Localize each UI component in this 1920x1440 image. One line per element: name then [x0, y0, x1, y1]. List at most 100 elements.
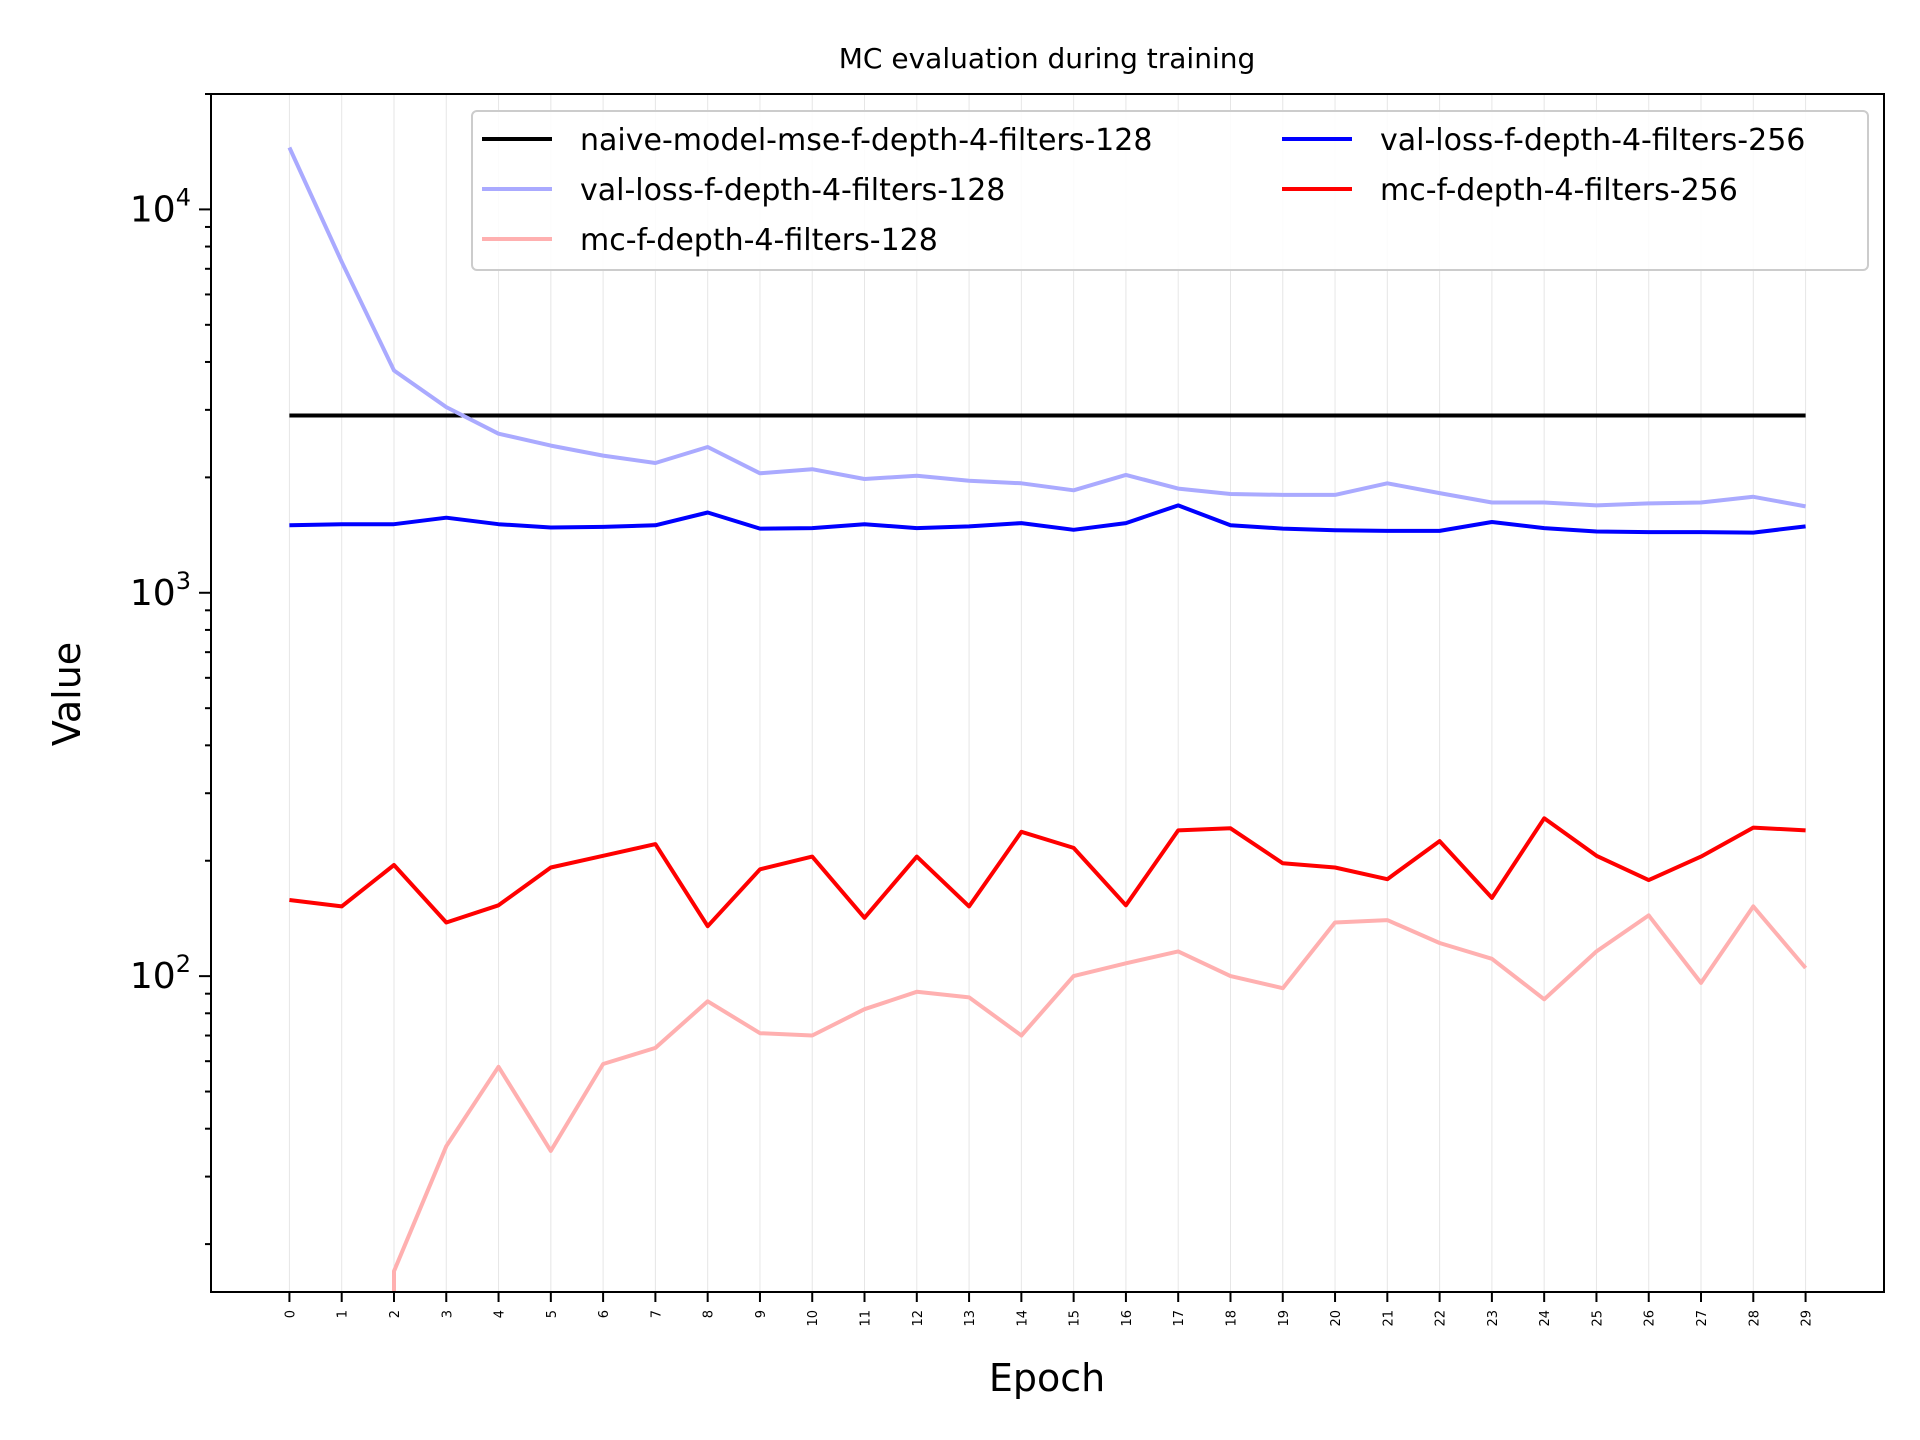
- series-0-point-29: [1804, 414, 1808, 418]
- series-1-point-9: [758, 471, 762, 475]
- series-1-point-3: [444, 405, 448, 409]
- series-2-point-13: [967, 995, 971, 999]
- x-tick-label-27: 27: [1695, 1310, 1710, 1327]
- series-4-point-22: [1438, 839, 1442, 843]
- series-0-point-13: [967, 414, 971, 418]
- series-3-point-4: [497, 522, 501, 526]
- series-0-point-0: [287, 414, 291, 418]
- series-1-point-25: [1594, 503, 1598, 507]
- series-2-point-28: [1751, 904, 1755, 908]
- legend: naive-model-mse-f-depth-4-filters-128 val…: [471, 110, 1869, 271]
- series-2-point-5: [549, 1149, 553, 1153]
- series-0-point-2: [392, 414, 396, 418]
- y-tick-label-2: 104: [130, 183, 191, 230]
- series-3-point-12: [915, 526, 919, 530]
- series-4-point-15: [1072, 846, 1076, 850]
- series-2-point-29: [1804, 966, 1808, 970]
- series-1-point-23: [1490, 500, 1494, 504]
- series-4-point-9: [758, 867, 762, 871]
- series-0-point-9: [758, 414, 762, 418]
- series-2-point-11: [863, 1007, 867, 1011]
- series-4-point-4: [497, 903, 501, 907]
- series-3-point-19: [1281, 527, 1285, 531]
- series-1-point-27: [1699, 500, 1703, 504]
- series-4-point-13: [967, 904, 971, 908]
- x-axis: 0 1 2 3 4 5 6 7 8 9 10 11 12 13 14 15 16 17 18 19 20 21 22 23 24…: [283, 1292, 1815, 1327]
- series-2-point-19: [1281, 986, 1285, 990]
- series-1-point-16: [1124, 473, 1128, 477]
- series-0-point-19: [1281, 414, 1285, 418]
- y-axis: 102 103 104: [130, 93, 211, 1246]
- series-1-point-5: [549, 444, 553, 448]
- series-2-point-3: [444, 1144, 448, 1148]
- chart-title: MC evaluation during training: [839, 42, 1256, 75]
- series-line-2: [392, 904, 1808, 1292]
- series-0-point-21: [1385, 414, 1389, 418]
- x-tick-label-22: 22: [1434, 1310, 1449, 1327]
- series-3-point-20: [1333, 528, 1337, 532]
- series-1-point-22: [1438, 491, 1442, 495]
- series-3-point-5: [549, 525, 553, 529]
- legend-items: naive-model-mse-f-depth-4-filters-128 val…: [482, 123, 1805, 258]
- series-1-point-8: [706, 445, 710, 449]
- series-4-point-29: [1804, 828, 1808, 832]
- series-3-point-16: [1124, 521, 1128, 525]
- series-2-point-21: [1385, 918, 1389, 922]
- series-4-point-2: [392, 863, 396, 867]
- series-line-1: [287, 146, 1806, 509]
- series-1-point-20: [1333, 493, 1337, 497]
- x-tick-label-1: 1: [336, 1310, 351, 1318]
- series-4-point-20: [1333, 866, 1337, 870]
- series-3-point-14: [1019, 521, 1023, 525]
- series-2-point-10: [810, 1034, 814, 1038]
- series-4-point-27: [1699, 855, 1703, 859]
- series-3-point-17: [1176, 503, 1180, 507]
- series-3-point-2: [392, 522, 396, 526]
- x-tick-label-16: 16: [1120, 1310, 1135, 1327]
- series-2-point-14: [1019, 1034, 1023, 1038]
- series-0-point-26: [1647, 414, 1651, 418]
- series-0-point-22: [1438, 414, 1442, 418]
- x-tick-label-10: 10: [806, 1310, 821, 1327]
- series-1-point-28: [1751, 495, 1755, 499]
- series-3-point-15: [1072, 528, 1076, 532]
- x-tick-label-6: 6: [597, 1310, 612, 1318]
- series-3-point-29: [1804, 524, 1808, 528]
- series-2-point-12: [915, 990, 919, 994]
- series-0-point-16: [1124, 414, 1128, 418]
- series-4-point-1: [340, 904, 344, 908]
- series-3-point-3: [444, 516, 448, 520]
- x-tick-label-28: 28: [1747, 1310, 1762, 1327]
- series-0-point-11: [863, 414, 867, 418]
- series-0-point-28: [1751, 414, 1755, 418]
- series-3-point-22: [1438, 529, 1442, 533]
- series-2-point-17: [1176, 949, 1180, 953]
- series-2-point-4: [497, 1065, 501, 1069]
- series-3-point-11: [863, 522, 867, 526]
- series-0-point-12: [915, 414, 919, 418]
- series-4-point-7: [653, 842, 657, 846]
- series-0-point-25: [1594, 414, 1598, 418]
- series-2-point-25: [1594, 949, 1598, 953]
- series-2-point-27: [1699, 981, 1703, 985]
- series-4-point-6: [601, 854, 605, 858]
- series-4-point-23: [1490, 896, 1494, 900]
- series-3-point-21: [1385, 529, 1389, 533]
- series-0-point-27: [1699, 414, 1703, 418]
- series-3-point-25: [1594, 529, 1598, 533]
- x-tick-label-14: 14: [1015, 1310, 1030, 1327]
- plot-area: [210, 93, 1885, 1293]
- legend-label-2: mc-f-depth-4-filters-128: [580, 223, 938, 258]
- y-tick-label-1: 103: [130, 567, 191, 614]
- series-4-point-16: [1124, 903, 1128, 907]
- series-4-point-3: [444, 921, 448, 925]
- series-1-point-2: [392, 369, 396, 373]
- series-1-point-7: [653, 461, 657, 465]
- series-1-point-17: [1176, 487, 1180, 491]
- series-0-point-10: [810, 414, 814, 418]
- series-3-point-18: [1228, 523, 1232, 527]
- series-4-point-17: [1176, 828, 1180, 832]
- series-4-point-25: [1594, 854, 1598, 858]
- series-line-3: [289, 503, 1806, 535]
